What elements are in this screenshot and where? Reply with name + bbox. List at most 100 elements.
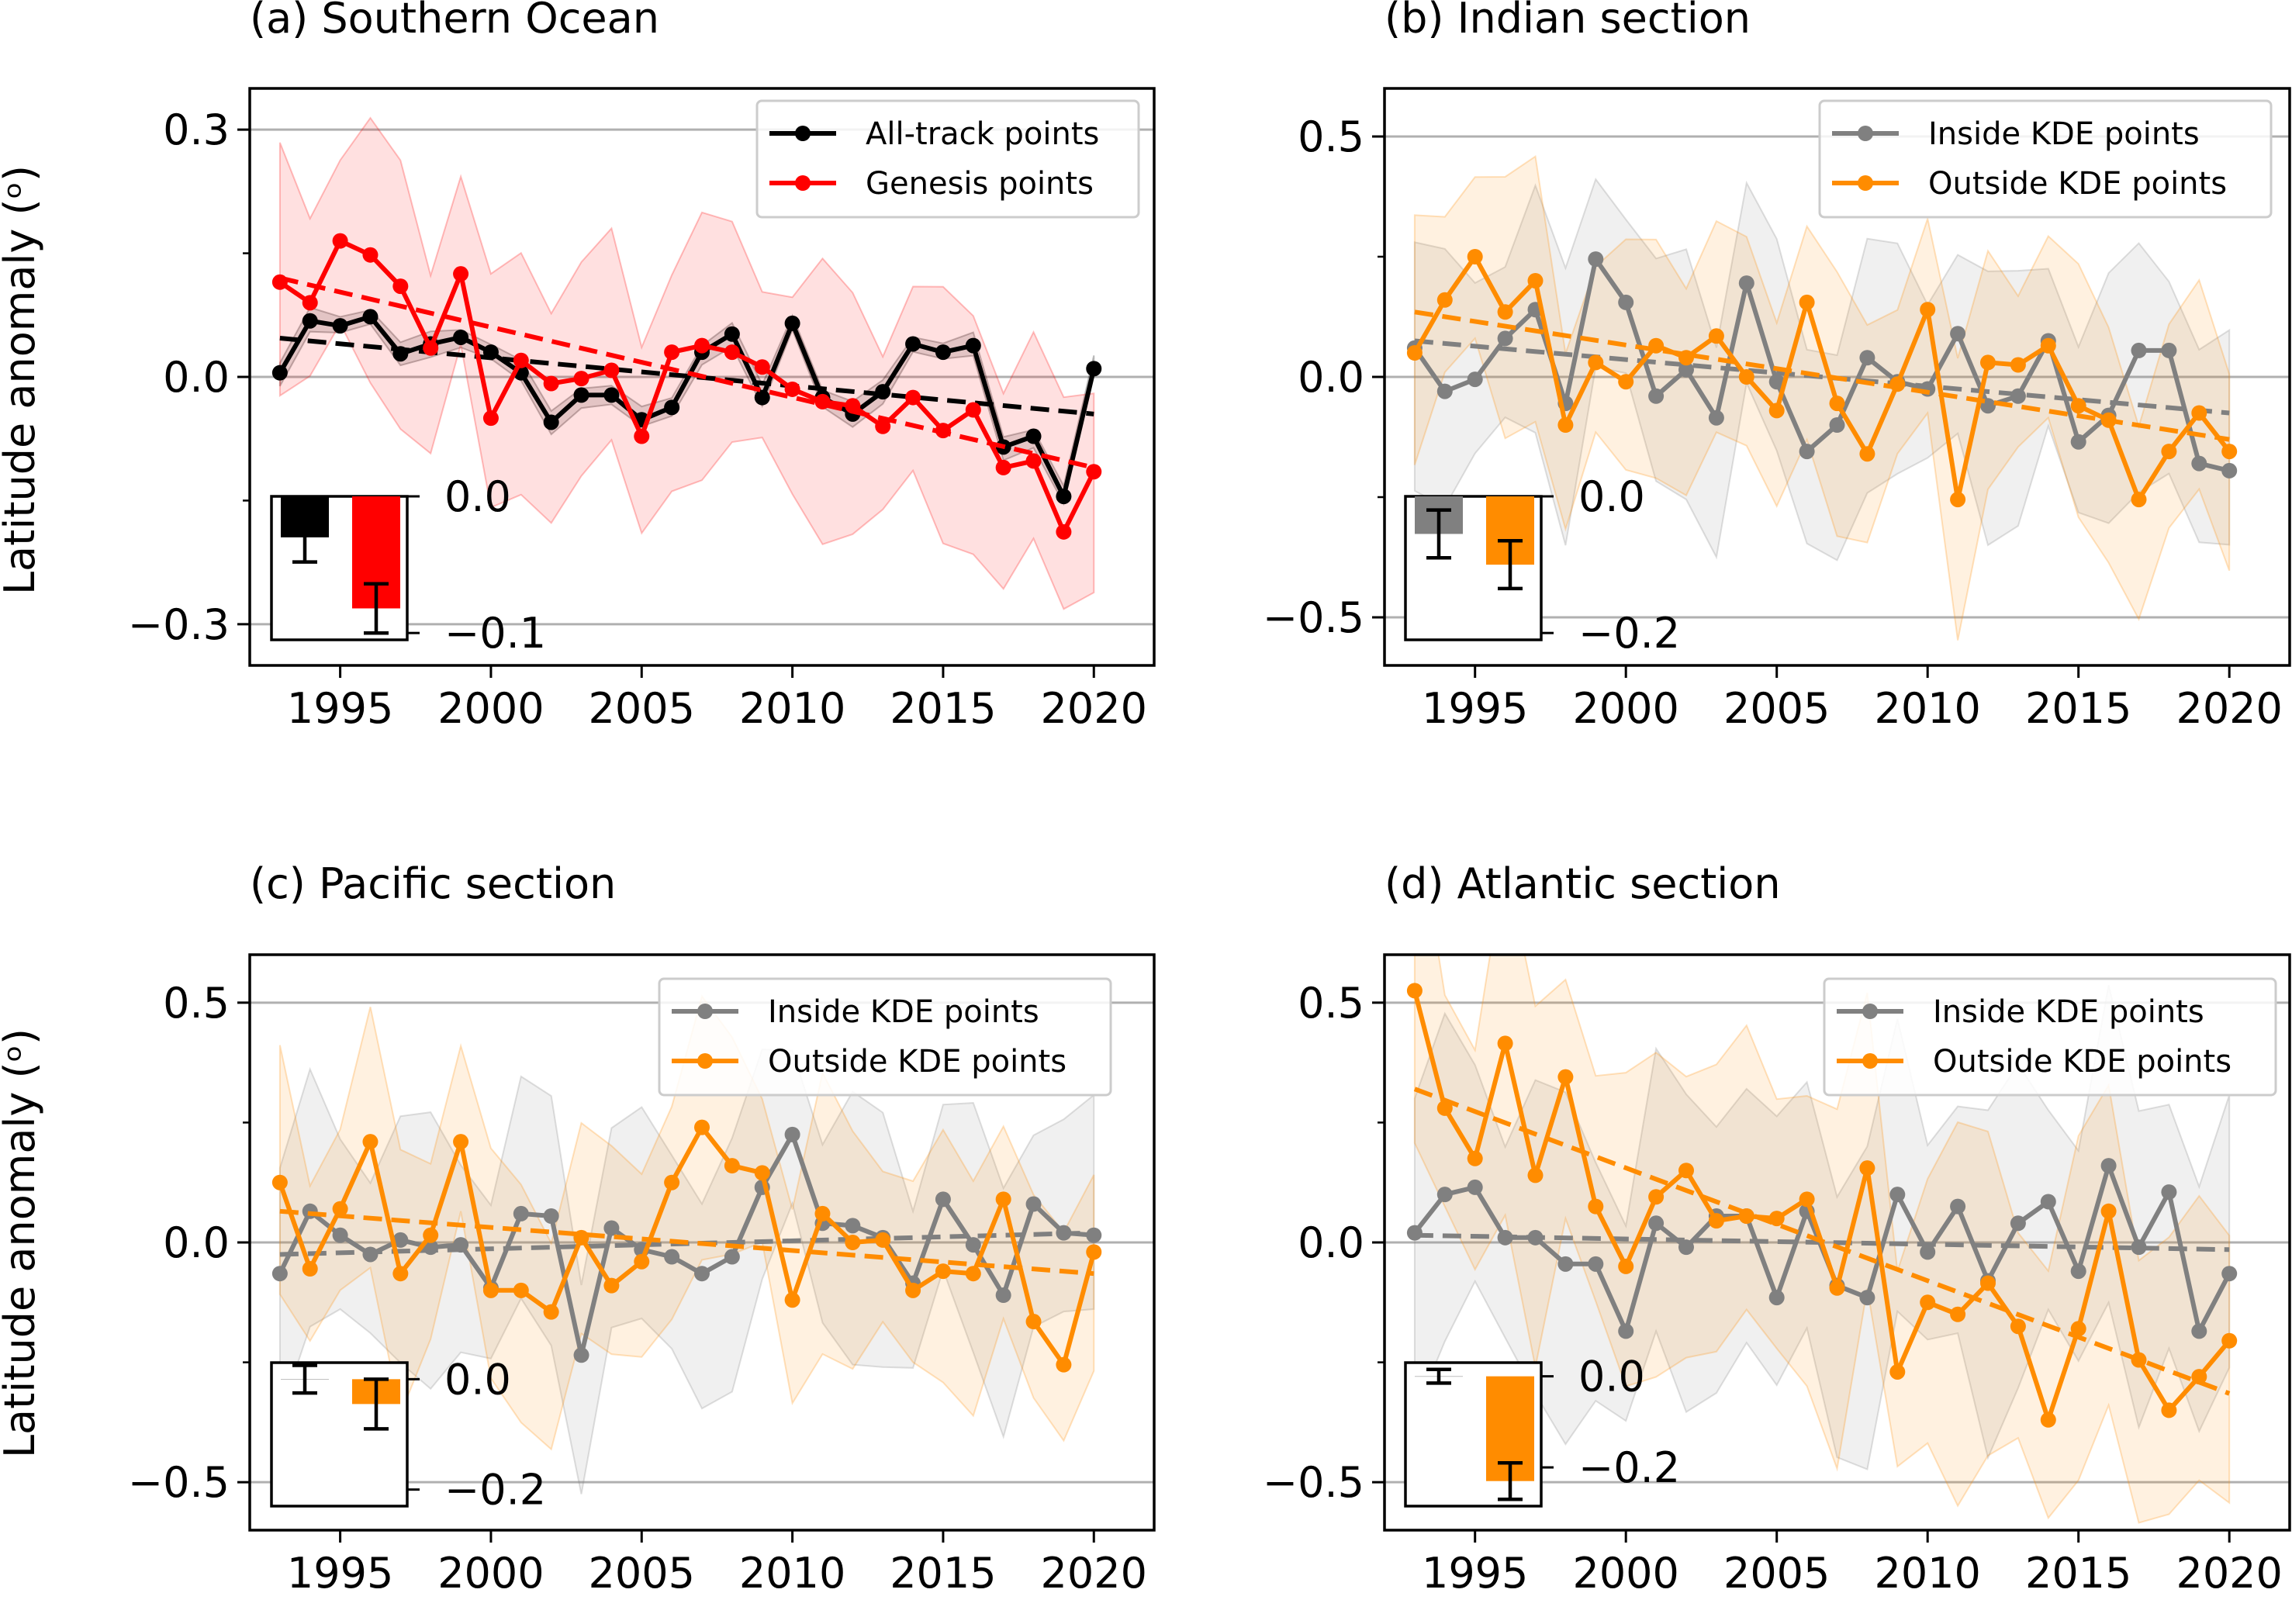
panel-b-series-0-point [1799,444,1815,460]
panel-c-inset-ytick-label: −0.2 [444,1466,546,1515]
panel-c-legend-label-1: Outside KDE points [768,1044,1066,1080]
panel-a-series-1-point [603,362,620,378]
panel-c-series-1-point [724,1158,740,1174]
panel-a-series-0-point [724,326,740,342]
panel-b-series-0-point [2221,462,2238,479]
panel-c-legend-label-0: Inside KDE points [768,994,1039,1030]
panel-b-legend-box [1818,99,2273,219]
panel-d-trend-line-1 [1413,1087,2231,1396]
panel-d-series-1-point [1557,1069,1574,1085]
panel-a-series-0-point [603,387,620,403]
panel-d-series-0-point [2191,1323,2207,1339]
panel-d-series-0-point [2131,1239,2147,1256]
panel-c-band-series-0 [278,1048,1095,1494]
panel-d-series-1-point [1980,1275,1996,1291]
panel-b-series-1-point [1618,374,1634,390]
panel-a-series-1-point [482,410,499,427]
panel-b-series-0-point [1436,383,1453,399]
panel-b-series-1-point [1708,328,1724,344]
panel-d-series-0-point [1950,1198,1966,1215]
panel-a-series-0-point [1056,489,1072,505]
panel-b-series-1-point [1588,354,1604,371]
panel-a-series-0-point [1086,361,1102,377]
panel-b-series-1-point [1859,446,1875,462]
panel-c-series-1-point [754,1165,770,1181]
panel-a-inset-ytick-label: 0.0 [444,472,511,521]
panel-b-xtick-label: 2000 [1572,684,1678,733]
panel-b-series-1-point [1497,304,1513,320]
panel-c-series-0-point [935,1191,951,1208]
panel-d-series-0-point [2221,1266,2238,1282]
panel-a-series-1-point [724,344,740,361]
panel-b-trend-line-1 [1414,309,2230,442]
panel-a-legend-label-0: All-track points [866,116,1099,152]
panel-a-series-1-point [332,233,348,249]
panel-a-series-0-point [664,399,680,416]
panel-b-series-1-point [1557,417,1574,433]
panel-a-inset-ytick-label: −0.1 [444,609,546,658]
panel-d-series-1-point [1799,1191,1815,1208]
panel-b-series-0-point [1859,350,1875,366]
panel-c-ytick-label: −0.5 [128,1458,230,1507]
panel-a-series-0-point [754,389,770,406]
panel-b-series-0-point [1738,275,1754,292]
panel-a-series-1-point [694,337,710,354]
panel-a-series-0-point [1025,428,1042,444]
panel-b-series-1-point [2131,492,2147,508]
panel-a-series-1-point [1056,523,1072,540]
panel-c-xtick-label: 1995 [287,1549,393,1598]
panel-c-xtick-label: 2005 [589,1549,695,1598]
panel-a-band-series-1 [278,116,1095,610]
panel-b-series-0-point [1588,251,1604,268]
panel-a-series-1-point [573,371,589,387]
panel-c-series-1-point [634,1253,650,1270]
panel-b-series-1-point [2010,357,2026,373]
panel-d-series-1-point [1829,1280,1845,1296]
panel-a-series-1-point [513,352,529,368]
panel-b-title: (b) Indian section [1385,0,1751,43]
panel-d-legend-box [1823,977,2277,1097]
panel-c-series-0-point [271,1266,288,1282]
panel-d-series-0-point [2161,1184,2177,1201]
panel-b-series-1-point [2040,337,2056,354]
panel-b-plot-area [1385,135,2290,641]
panel-b-series-1-point [1980,354,1996,371]
panel-c-series-1-point [573,1229,589,1246]
panel-a-series-1-point [1025,453,1042,469]
panel-a-ytick-label: −0.3 [128,600,230,649]
panel-b-series-1-point [2221,444,2238,460]
panel-d-series-1-point [1618,1258,1634,1274]
panel-c-xtick-label: 2000 [437,1549,544,1598]
panel-c-legend-marker-1 [697,1053,713,1069]
panel-a-xtick-label: 2015 [890,684,996,733]
panel-d-xtick-label: 2000 [1572,1549,1678,1598]
panel-d-title: (d) Atlantic section [1385,859,1781,908]
panel-b-series-1-point [2191,405,2207,421]
panel-b-legend-marker-0 [1858,126,1873,141]
panel-a-series-1-point [392,278,409,295]
panel-c-xtick-label: 2020 [1041,1549,1147,1598]
panel-c-series-0-point [332,1227,348,1243]
panel-b-series-0-point [1648,388,1665,404]
panel-d-series-1-point [1588,1198,1604,1215]
panel-a-ytick-label: 0.0 [163,353,230,402]
panel-a-southern-ocean: (a) Southern Ocean Latitude anomaly (ᵒ) … [0,0,1156,733]
panel-c-series-1-point [845,1235,861,1250]
panel-c-series-1-point [453,1134,469,1150]
panel-d-series-0-point [1889,1187,1906,1203]
panel-c-series-1-point [271,1174,288,1190]
panel-d-atlantic-section: (d) Atlantic section −0.5 0.0 0.5 1995 2000 2… [1263,859,2291,1598]
panel-c-series-1-point [332,1201,348,1217]
panel-d-series-0-point [1678,1239,1694,1256]
panel-c-series-1-point [603,1277,620,1294]
panel-c-title: (c) Pacific section [250,859,616,908]
panel-d-ytick-label: 0.5 [1298,979,1364,1028]
panel-b-ytick-label: −0.5 [1263,593,1364,642]
panel-b-series-1-point [1768,403,1785,419]
panel-d-ytick-label: 0.0 [1298,1218,1364,1267]
panel-d-xtick-label: 2010 [1874,1549,1980,1598]
panel-b-series-1-point [1920,302,1936,318]
panel-a-series-1-point [453,266,469,282]
panel-a-xtick-label: 2010 [739,684,845,733]
panel-a-trend-line-0 [279,336,1094,416]
